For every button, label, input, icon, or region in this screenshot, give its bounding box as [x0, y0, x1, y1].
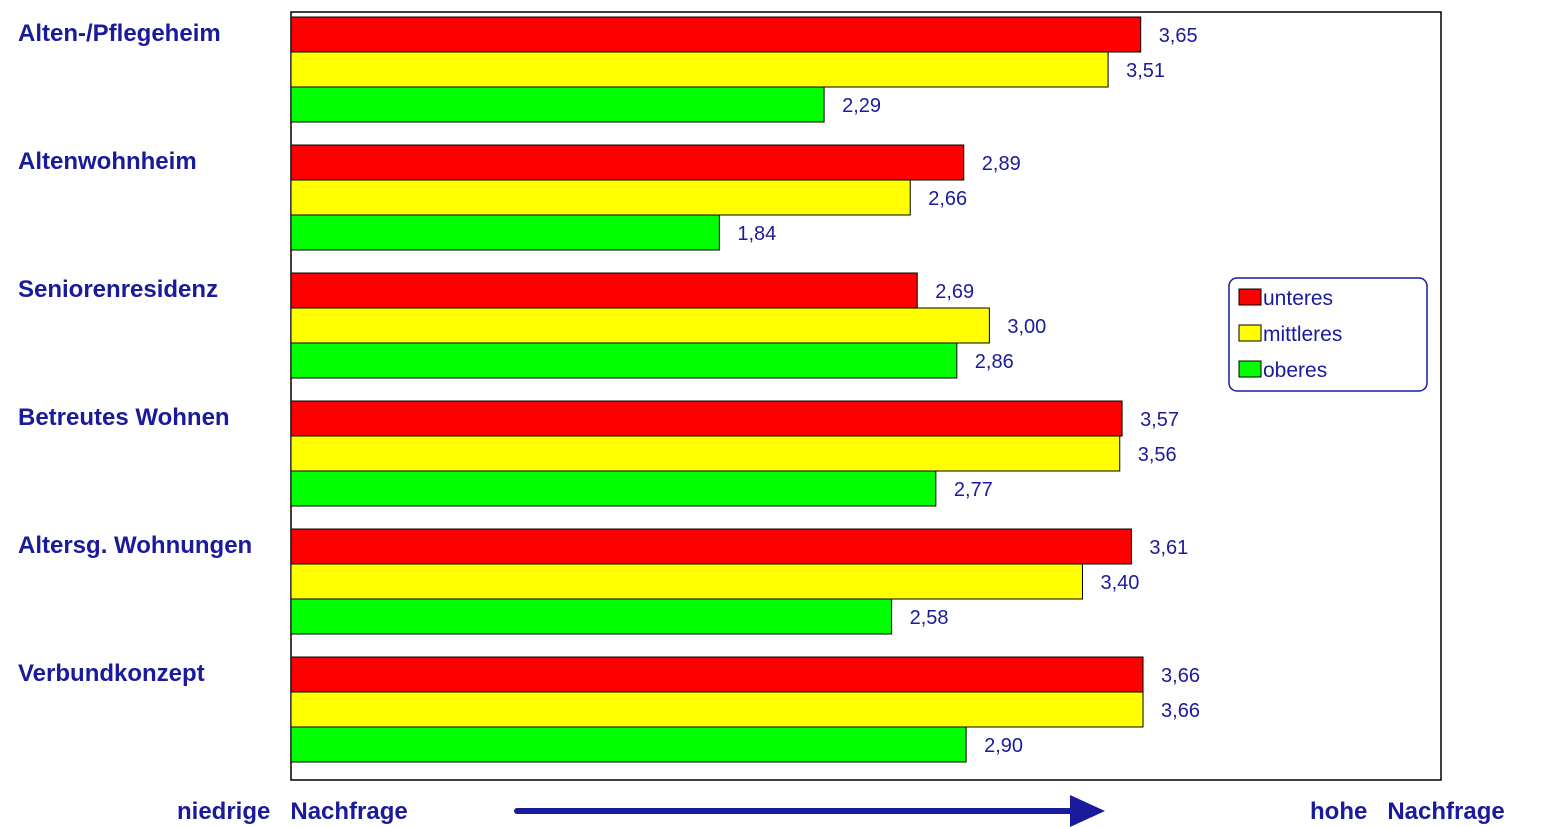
value-label-verbundkonzept-mittleres: 3,66 — [1161, 700, 1200, 722]
bar-altersg-wohnungen-unteres — [290, 528, 1132, 565]
value-label-seniorenresidenz-oberes: 2,86 — [975, 351, 1014, 373]
bars-group: 3,65 3,51 2,29 2,89 2,66 1,84 2,69 3,00 2,86 3,57… — [290, 16, 1200, 763]
bar-alten-pflegeheim-mittleres — [290, 51, 1109, 88]
category-label-alten-pflegeheim: Alten-/Pflegeheim — [18, 20, 221, 47]
category-label-altenwohnheim: Altenwohnheim — [18, 148, 197, 175]
value-label-betreutes-wohnen-oberes: 2,77 — [954, 479, 993, 501]
value-label-verbundkonzept-unteres: 3,66 — [1161, 665, 1200, 687]
bar-alten-pflegeheim-oberes — [290, 86, 825, 123]
value-label-alten-pflegeheim-unteres: 3,65 — [1159, 25, 1198, 47]
legend-label-oberes: oberes — [1263, 359, 1327, 382]
bar-seniorenresidenz-oberes — [290, 342, 958, 379]
bar-betreutes-wohnen-mittleres — [290, 435, 1121, 472]
bar-verbundkonzept-oberes — [290, 726, 967, 763]
value-label-altenwohnheim-oberes: 1,84 — [737, 223, 776, 245]
value-label-alten-pflegeheim-mittleres: 3,51 — [1126, 60, 1165, 82]
arrow-head-icon — [1070, 795, 1105, 827]
value-label-altersg-wohnungen-unteres: 3,61 — [1149, 537, 1188, 559]
legend-label-mittleres: mittleres — [1263, 323, 1342, 346]
category-label-altersg-wohnungen: Altersg. Wohnungen — [18, 532, 252, 559]
footer-high-demand-label: hohe Nachfrage — [1310, 798, 1505, 825]
category-label-betreutes-wohnen: Betreutes Wohnen — [18, 404, 230, 431]
bar-verbundkonzept-unteres — [290, 656, 1144, 693]
legend: unteres mittleres oberes — [1228, 277, 1428, 392]
bar-seniorenresidenz-unteres — [290, 272, 918, 309]
legend-box — [1228, 277, 1428, 392]
bar-altenwohnheim-unteres — [290, 144, 965, 181]
plot-area-border — [290, 11, 1442, 781]
value-label-betreutes-wohnen-mittleres: 3,56 — [1138, 444, 1177, 466]
legend-swatch-unteres — [1238, 288, 1262, 306]
category-label-verbundkonzept: Verbundkonzept — [18, 660, 205, 687]
value-label-seniorenresidenz-unteres: 2,69 — [935, 281, 974, 303]
footer-low-demand-label: niedrige Nachfrage — [177, 798, 408, 825]
bar-altenwohnheim-mittleres — [290, 179, 911, 216]
bar-altersg-wohnungen-oberes — [290, 598, 893, 635]
bar-altenwohnheim-oberes — [290, 214, 720, 251]
value-label-altersg-wohnungen-mittleres: 3,40 — [1100, 572, 1139, 594]
legend-swatch-oberes — [1238, 360, 1262, 378]
category-labels: Alten-/Pflegeheim Altenwohnheim Seniorenre… — [18, 20, 252, 687]
value-label-verbundkonzept-oberes: 2,90 — [984, 735, 1023, 757]
value-label-alten-pflegeheim-oberes: 2,29 — [842, 95, 881, 117]
value-label-altenwohnheim-mittleres: 2,66 — [928, 188, 967, 210]
category-label-seniorenresidenz: Seniorenresidenz — [18, 276, 218, 303]
bar-betreutes-wohnen-unteres — [290, 400, 1123, 437]
value-label-altenwohnheim-unteres: 2,89 — [982, 153, 1021, 175]
bar-verbundkonzept-mittleres — [290, 691, 1144, 728]
value-label-betreutes-wohnen-unteres: 3,57 — [1140, 409, 1179, 431]
legend-label-unteres: unteres — [1263, 287, 1333, 310]
legend-swatch-mittleres — [1238, 324, 1262, 342]
demand-arrow — [514, 795, 1105, 827]
bar-alten-pflegeheim-unteres — [290, 16, 1142, 53]
value-label-seniorenresidenz-mittleres: 3,00 — [1007, 316, 1046, 338]
bar-seniorenresidenz-mittleres — [290, 307, 990, 344]
value-label-altersg-wohnungen-oberes: 2,58 — [910, 607, 949, 629]
bar-altersg-wohnungen-mittleres — [290, 563, 1083, 600]
bar-betreutes-wohnen-oberes — [290, 470, 937, 507]
